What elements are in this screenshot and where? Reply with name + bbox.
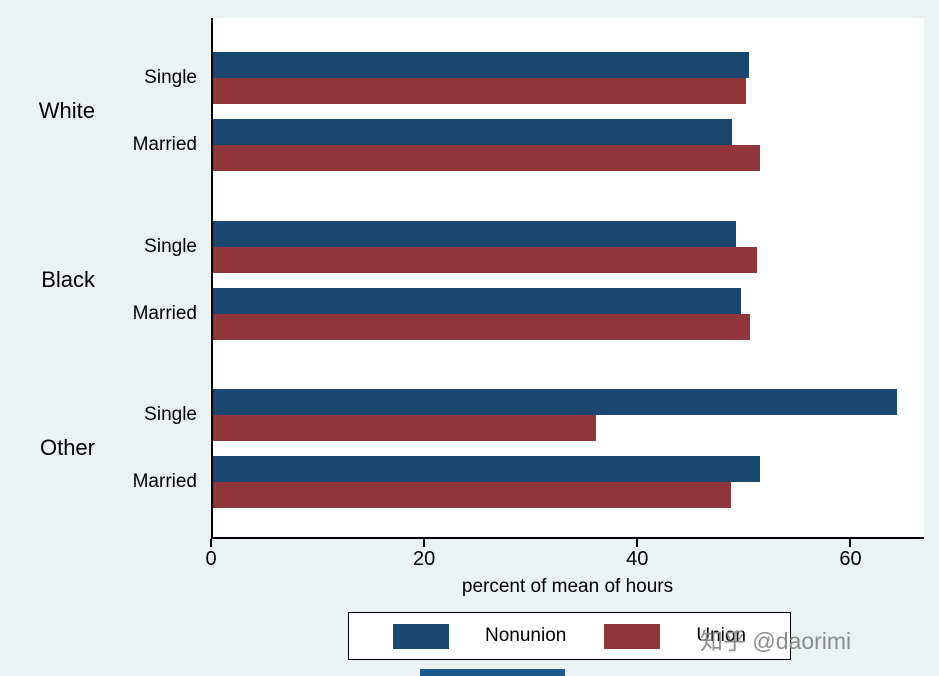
x-tick-mark (423, 539, 426, 547)
union-swatch-icon (604, 623, 661, 649)
y-group-label: Black (41, 266, 95, 292)
y-group-label: White (38, 98, 95, 123)
bar-nonunion (213, 456, 760, 482)
y-subgroup-label: Single (144, 235, 197, 257)
legend: Nonunion Union (348, 612, 791, 660)
bar-union (213, 145, 760, 171)
y-subgroup-label: Single (144, 404, 197, 425)
y-group-label: Other (39, 435, 95, 460)
x-axis-title: percent of mean of hours (461, 576, 674, 597)
bar-nonunion (213, 287, 741, 314)
nonunion-swatch-icon (393, 623, 449, 649)
y-subgroup-label: Single (144, 67, 197, 88)
legend-label-nonunion: Nonunion (485, 625, 567, 646)
bar-nonunion (213, 220, 736, 247)
legend-entry-union: Union (604, 623, 746, 649)
y-subgroup-label: Married (132, 471, 197, 492)
bar-union (213, 246, 757, 273)
x-tick-mark (636, 539, 639, 547)
plot-area (211, 18, 924, 539)
x-tick-label: 40 (626, 548, 649, 570)
bottom-banner-fragment (420, 669, 565, 676)
bar-union (213, 78, 746, 104)
legend-label-union: Union (696, 625, 746, 646)
watermark-text: 知乎 @daorimi (700, 628, 852, 654)
bar-nonunion (213, 52, 749, 78)
y-subgroup-label: Married (132, 134, 197, 155)
x-tick-label: 20 (413, 548, 436, 570)
bar-nonunion (213, 389, 897, 415)
bar-union (213, 482, 731, 508)
bar-nonunion (213, 119, 732, 145)
x-tick-label: 60 (839, 548, 862, 570)
x-tick-label: 0 (205, 548, 217, 570)
bar-union (213, 415, 596, 441)
legend-entry-nonunion: Nonunion (393, 623, 567, 649)
y-subgroup-label: Married (132, 302, 197, 324)
x-tick-mark (849, 539, 852, 547)
x-tick-mark (210, 539, 212, 547)
bar-union (213, 313, 750, 340)
